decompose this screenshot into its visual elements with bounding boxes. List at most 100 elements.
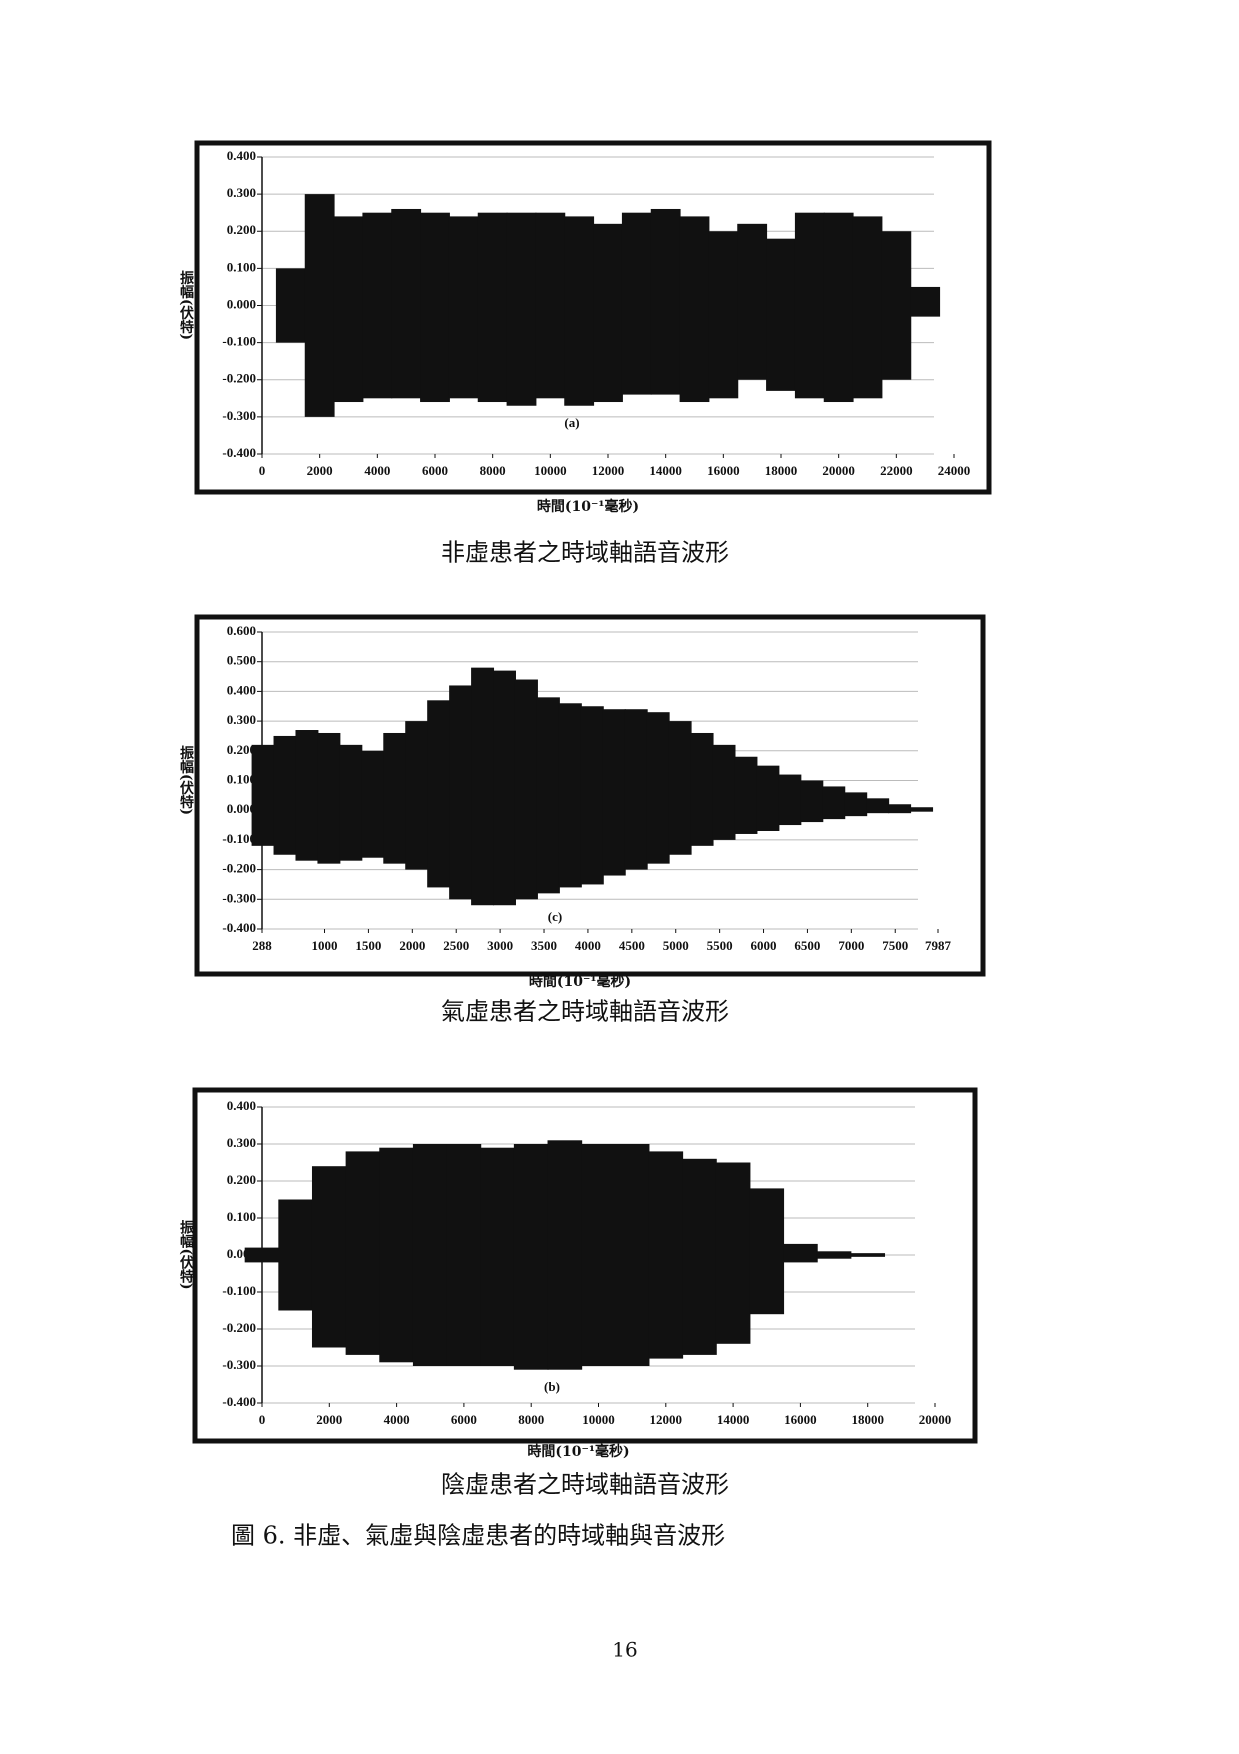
x-tick-label: 20000 (919, 1412, 952, 1427)
x-axis-label: 時間(10⁻¹毫秒) (529, 973, 631, 990)
x-tick-label: 22000 (880, 463, 913, 478)
y-axis-label: 振幅(伏特) (178, 1220, 194, 1290)
x-tick-label: 10000 (534, 463, 567, 478)
waveform-segment (794, 212, 825, 399)
waveform-segment (734, 756, 758, 834)
waveform-segment (535, 212, 566, 399)
waveform-segment (427, 700, 451, 888)
waveform-segment (715, 1162, 751, 1344)
x-tick-label: 6000 (751, 938, 777, 953)
waveform-segment (448, 216, 479, 399)
waveform-segment (682, 1158, 717, 1355)
x-axis-label: 時間(10⁻¹毫秒) (527, 1443, 629, 1460)
y-tick-label: 0.500 (227, 653, 256, 668)
x-tick-label: 7000 (838, 938, 864, 953)
waveform-segment (379, 1147, 414, 1363)
waveform-segment (295, 730, 319, 861)
y-tick-label: 0.400 (227, 1098, 256, 1113)
x-tick-label: 6000 (451, 1412, 477, 1427)
y-tick-label: 0.300 (227, 185, 256, 200)
waveform-segment (362, 212, 393, 399)
y-tick-label: 0.600 (227, 623, 256, 638)
y-tick-label: -0.200 (222, 371, 256, 386)
waveform-segment (668, 721, 692, 855)
x-tick-label: 2500 (443, 938, 469, 953)
y-tick-label: -0.400 (222, 445, 256, 460)
x-tick-label: 3000 (487, 938, 513, 953)
y-tick-label: 0.100 (227, 771, 256, 786)
waveform-segment (850, 1253, 886, 1257)
waveform-segment (650, 208, 681, 395)
y-tick-label: -0.100 (222, 831, 256, 846)
x-tick-label: 10000 (582, 1412, 615, 1427)
x-tick-label: 20000 (822, 463, 855, 478)
chart-caption: 非虛患者之時域軸語音波形 (441, 539, 729, 567)
waveform-segment (536, 697, 560, 894)
waveform-segment (547, 1140, 583, 1370)
x-tick-label: 14000 (649, 463, 682, 478)
waveform-segment (558, 703, 582, 888)
y-tick-label: -0.400 (222, 920, 256, 935)
x-tick-label: 2000 (307, 463, 333, 478)
panel-label: (a) (564, 415, 579, 430)
waveform-segment (251, 744, 275, 846)
x-tick-label: 2000 (399, 938, 425, 953)
waveform-segment (910, 286, 941, 317)
x-tick-label: 4500 (619, 938, 645, 953)
x-tick-label: 24000 (938, 463, 971, 478)
waveform-segment (311, 1166, 347, 1348)
x-tick-label: 8000 (518, 1412, 544, 1427)
y-axis-label: 振幅(伏特) (178, 745, 194, 815)
waveform-segment (881, 231, 912, 380)
waveform-segment (333, 216, 364, 403)
waveform-segment (749, 1188, 785, 1315)
y-tick-label: -0.400 (222, 1394, 256, 1409)
y-tick-label: 0.300 (227, 712, 256, 727)
waveform-segment (244, 1247, 280, 1263)
x-tick-label: 288 (252, 938, 272, 953)
waveform-segment (471, 667, 495, 906)
waveform-segment (778, 774, 802, 826)
waveform-segment (888, 804, 912, 814)
y-tick-label: -0.100 (222, 1283, 256, 1298)
waveform-segment (339, 744, 363, 861)
waveform-segment (449, 685, 473, 900)
waveform-segment (412, 1144, 448, 1366)
x-tick-label: 16000 (784, 1412, 817, 1427)
waveform-segment (712, 744, 736, 840)
x-tick-label: 6500 (794, 938, 820, 953)
waveform-segment (822, 786, 846, 820)
waveform-segment (361, 750, 385, 858)
waveform-segment (513, 1144, 549, 1370)
x-tick-label: 3500 (531, 938, 557, 953)
waveform-segment (383, 732, 407, 864)
waveform-segment (580, 706, 604, 885)
y-tick-label: -0.200 (222, 1320, 256, 1335)
waveform-segment (345, 1151, 381, 1355)
y-tick-label: 0.100 (227, 259, 256, 274)
x-tick-label: 14000 (717, 1412, 750, 1427)
y-tick-label: 0.400 (227, 148, 256, 163)
waveform-segment (614, 1144, 650, 1366)
waveform-segment (852, 216, 883, 399)
page-number: 16 (612, 1638, 637, 1662)
x-axis-label: 時間(10⁻¹毫秒) (537, 498, 639, 515)
waveform-segment (593, 223, 623, 403)
waveform-segment (708, 231, 739, 399)
waveform-segment (756, 765, 780, 831)
chart-caption: 氣虛患者之時域軸語音波形 (441, 998, 729, 1026)
x-tick-label: 1000 (312, 938, 338, 953)
waveform-segment (278, 1199, 313, 1311)
y-tick-label: 0.000 (227, 296, 256, 311)
x-tick-label: 1500 (355, 938, 381, 953)
y-tick-label: 0.000 (227, 801, 256, 816)
waveform-segment (621, 212, 652, 395)
waveform-segment (564, 216, 595, 406)
waveform-segment (783, 1243, 818, 1263)
x-tick-label: 5000 (663, 938, 689, 953)
figure-caption: 圖 6. 非虛、氣虛與陰虛患者的時域軸與音波形 (231, 1522, 725, 1550)
x-tick-label: 12000 (650, 1412, 683, 1427)
waveform-segment (679, 216, 710, 403)
panel-label: (b) (544, 1379, 560, 1394)
x-tick-label: 6000 (422, 463, 448, 478)
